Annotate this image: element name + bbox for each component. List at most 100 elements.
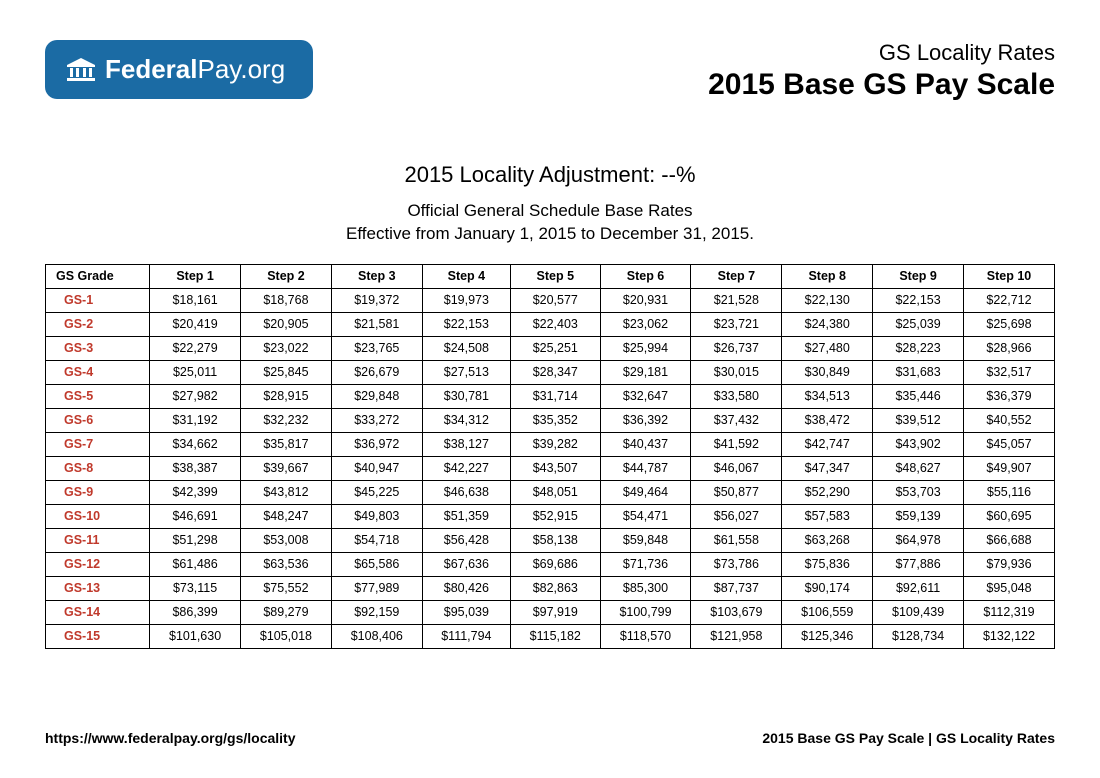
value-cell: $25,039 <box>873 312 964 336</box>
value-cell: $20,419 <box>150 312 241 336</box>
value-cell: $40,947 <box>331 456 422 480</box>
value-cell: $49,464 <box>600 480 691 504</box>
value-cell: $21,528 <box>691 288 782 312</box>
grade-cell: GS-10 <box>46 504 150 528</box>
value-cell: $48,247 <box>241 504 332 528</box>
grade-cell: GS-3 <box>46 336 150 360</box>
value-cell: $26,679 <box>331 360 422 384</box>
value-cell: $48,051 <box>511 480 601 504</box>
col-step: Step 8 <box>782 264 873 288</box>
value-cell: $67,636 <box>422 552 510 576</box>
value-cell: $63,268 <box>782 528 873 552</box>
table-row: GS-11$51,298$53,008$54,718$56,428$58,138… <box>46 528 1055 552</box>
col-step: Step 2 <box>241 264 332 288</box>
value-cell: $27,982 <box>150 384 241 408</box>
col-step: Step 10 <box>964 264 1055 288</box>
value-cell: $49,907 <box>964 456 1055 480</box>
table-row: GS-10$46,691$48,247$49,803$51,359$52,915… <box>46 504 1055 528</box>
logo-light: Pay.org <box>198 54 286 84</box>
value-cell: $77,886 <box>873 552 964 576</box>
value-cell: $59,139 <box>873 504 964 528</box>
value-cell: $52,290 <box>782 480 873 504</box>
logo-badge: FederalPay.org <box>45 40 313 99</box>
value-cell: $25,698 <box>964 312 1055 336</box>
institution-icon <box>67 58 95 82</box>
value-cell: $87,737 <box>691 576 782 600</box>
value-cell: $92,159 <box>331 600 422 624</box>
value-cell: $73,786 <box>691 552 782 576</box>
value-cell: $31,683 <box>873 360 964 384</box>
pay-scale-table: GS GradeStep 1Step 2Step 3Step 4Step 5St… <box>45 264 1055 649</box>
value-cell: $46,638 <box>422 480 510 504</box>
value-cell: $51,298 <box>150 528 241 552</box>
value-cell: $71,736 <box>600 552 691 576</box>
value-cell: $132,122 <box>964 624 1055 648</box>
value-cell: $29,848 <box>331 384 422 408</box>
table-row: GS-15$101,630$105,018$108,406$111,794$11… <box>46 624 1055 648</box>
value-cell: $118,570 <box>600 624 691 648</box>
value-cell: $20,577 <box>511 288 601 312</box>
value-cell: $50,877 <box>691 480 782 504</box>
value-cell: $39,667 <box>241 456 332 480</box>
value-cell: $64,978 <box>873 528 964 552</box>
value-cell: $25,845 <box>241 360 332 384</box>
value-cell: $26,737 <box>691 336 782 360</box>
value-cell: $43,812 <box>241 480 332 504</box>
value-cell: $109,439 <box>873 600 964 624</box>
footer: https://www.federalpay.org/gs/locality 2… <box>45 730 1055 746</box>
value-cell: $65,586 <box>331 552 422 576</box>
value-cell: $34,312 <box>422 408 510 432</box>
value-cell: $36,972 <box>331 432 422 456</box>
value-cell: $57,583 <box>782 504 873 528</box>
value-cell: $44,787 <box>600 456 691 480</box>
table-body: GS-1$18,161$18,768$19,372$19,973$20,577$… <box>46 288 1055 648</box>
value-cell: $32,517 <box>964 360 1055 384</box>
value-cell: $20,931 <box>600 288 691 312</box>
logo-bold: Federal <box>105 54 198 84</box>
value-cell: $38,387 <box>150 456 241 480</box>
value-cell: $18,161 <box>150 288 241 312</box>
value-cell: $54,718 <box>331 528 422 552</box>
title-block: GS Locality Rates 2015 Base GS Pay Scale <box>708 40 1055 102</box>
col-grade: GS Grade <box>46 264 150 288</box>
value-cell: $29,181 <box>600 360 691 384</box>
value-cell: $77,989 <box>331 576 422 600</box>
value-cell: $33,272 <box>331 408 422 432</box>
table-row: GS-14$86,399$89,279$92,159$95,039$97,919… <box>46 600 1055 624</box>
grade-cell: GS-14 <box>46 600 150 624</box>
value-cell: $35,817 <box>241 432 332 456</box>
table-row: GS-2$20,419$20,905$21,581$22,153$22,403$… <box>46 312 1055 336</box>
value-cell: $111,794 <box>422 624 510 648</box>
col-step: Step 5 <box>511 264 601 288</box>
value-cell: $23,721 <box>691 312 782 336</box>
value-cell: $24,508 <box>422 336 510 360</box>
value-cell: $63,536 <box>241 552 332 576</box>
value-cell: $54,471 <box>600 504 691 528</box>
value-cell: $53,703 <box>873 480 964 504</box>
grade-cell: GS-15 <box>46 624 150 648</box>
value-cell: $51,359 <box>422 504 510 528</box>
value-cell: $28,915 <box>241 384 332 408</box>
value-cell: $22,153 <box>422 312 510 336</box>
table-row: GS-5$27,982$28,915$29,848$30,781$31,714$… <box>46 384 1055 408</box>
value-cell: $36,379 <box>964 384 1055 408</box>
value-cell: $75,552 <box>241 576 332 600</box>
value-cell: $58,138 <box>511 528 601 552</box>
value-cell: $97,919 <box>511 600 601 624</box>
grade-cell: GS-8 <box>46 456 150 480</box>
col-step: Step 4 <box>422 264 510 288</box>
value-cell: $80,426 <box>422 576 510 600</box>
value-cell: $41,592 <box>691 432 782 456</box>
header: FederalPay.org GS Locality Rates 2015 Ba… <box>45 40 1055 102</box>
value-cell: $52,915 <box>511 504 601 528</box>
value-cell: $79,936 <box>964 552 1055 576</box>
table-row: GS-3$22,279$23,022$23,765$24,508$25,251$… <box>46 336 1055 360</box>
col-step: Step 7 <box>691 264 782 288</box>
value-cell: $18,768 <box>241 288 332 312</box>
value-cell: $95,039 <box>422 600 510 624</box>
grade-cell: GS-11 <box>46 528 150 552</box>
value-cell: $20,905 <box>241 312 332 336</box>
value-cell: $25,994 <box>600 336 691 360</box>
table-header-row: GS GradeStep 1Step 2Step 3Step 4Step 5St… <box>46 264 1055 288</box>
value-cell: $85,300 <box>600 576 691 600</box>
